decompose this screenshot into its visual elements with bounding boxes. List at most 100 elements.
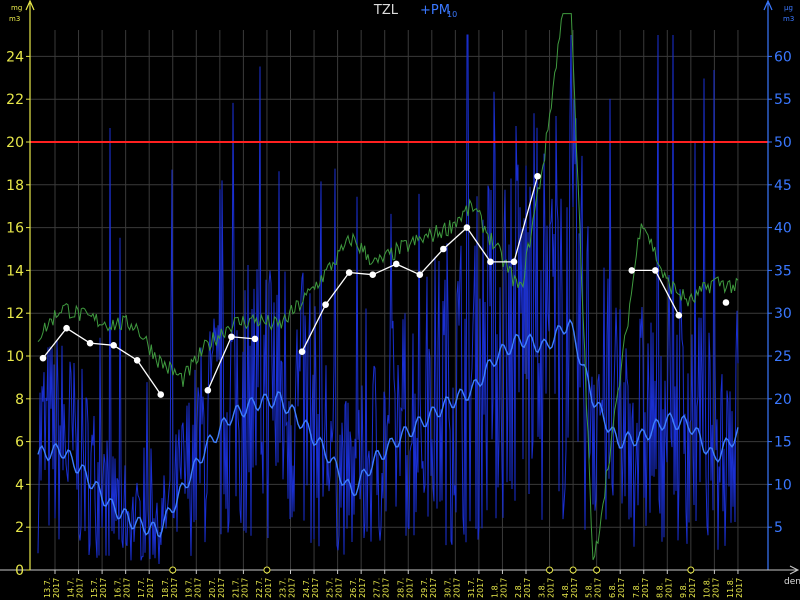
right-tick-label: 5	[774, 520, 783, 536]
x-tick-label: 6.8.	[608, 583, 617, 598]
x-tick-label-year: 2017	[76, 578, 85, 598]
daily-point	[652, 267, 659, 274]
left-tick-label: 14	[6, 263, 24, 279]
x-tick-label: 22.7.	[255, 578, 264, 598]
daily-segment	[301, 304, 327, 353]
x-tick-label-year: 2017	[264, 578, 273, 598]
daily-segment	[136, 359, 162, 395]
left-tick-label: 10	[6, 349, 24, 365]
left-tick-label: 2	[15, 520, 24, 536]
x-tick-label-year: 2017	[99, 578, 108, 598]
x-tick-label: 17.7.	[137, 578, 146, 598]
x-tick-label-year: 2017	[405, 578, 414, 598]
daily-segment	[90, 342, 114, 346]
x-tick-label: 9.8.	[679, 583, 688, 598]
x-tick-label-year: 2017	[664, 578, 673, 598]
right-tick-label: 45	[774, 178, 792, 194]
x-tick-label: 25.7.	[326, 578, 335, 598]
x-tick-label-year: 2017	[476, 578, 485, 598]
daily-point	[39, 354, 47, 362]
x-tick-label-year: 2017	[146, 578, 155, 598]
x-tick-label-year: 2017	[193, 578, 202, 598]
right-tick-label: 15	[774, 435, 792, 451]
daily-point	[369, 271, 377, 278]
x-tick-label: 23.7.	[279, 578, 288, 598]
x-tick-label: 8.8.	[655, 583, 664, 598]
right-tick-label: 40	[774, 221, 792, 237]
daily-point	[298, 348, 306, 356]
daily-segment	[113, 344, 138, 361]
x-tick-label: 5.8.	[585, 583, 594, 598]
x-tick-label: 16.7.	[114, 578, 123, 598]
x-tick-label: 3.8.	[538, 583, 547, 598]
daily-segment	[42, 327, 68, 359]
x-tick-label-year: 2017	[358, 578, 367, 598]
left-unit-top: mg	[11, 4, 22, 12]
x-tick-label: 20.7.	[208, 578, 217, 598]
x-tick-label: 18.7.	[161, 578, 170, 598]
x-tick-label: 21.7.	[231, 578, 240, 598]
x-tick-label: 10.8.	[702, 578, 711, 598]
x-tick-label-year: 2017	[499, 578, 508, 598]
x-tick-label-year: 2017	[123, 578, 132, 598]
daily-segment	[419, 248, 444, 276]
x-tick-label-year: 2017	[311, 578, 320, 598]
left-tick-label: 22	[6, 92, 24, 108]
x-tick-label-year: 2017	[523, 578, 532, 598]
left-tick-label: 12	[6, 306, 24, 322]
daily-segment	[513, 176, 539, 263]
x-tick-label-year: 2017	[617, 578, 626, 598]
right-unit-bottom: m3	[783, 15, 794, 23]
left-tick-label: 0	[15, 563, 24, 579]
x-tick-label-year: 2017	[594, 578, 603, 598]
x-tick-label-year: 2017	[641, 578, 650, 598]
right-tick-label: 25	[774, 349, 792, 365]
daily-point	[133, 356, 141, 364]
x-tick-label-year: 2017	[711, 578, 720, 598]
x-tick-label: 13.7.	[43, 578, 52, 598]
right-tick-label: 20	[774, 392, 792, 408]
x-tick-label: 30.7.	[443, 578, 452, 598]
left-tick-label: 4	[15, 477, 24, 493]
daily-point	[534, 172, 541, 180]
daily-point	[487, 258, 494, 266]
x-tick-label: 26.7.	[349, 578, 358, 598]
x-tick-label-year: 2017	[335, 578, 344, 598]
daily-point	[157, 391, 165, 398]
left-tick-label: 16	[6, 221, 24, 237]
chart-title: TZL	[373, 3, 399, 18]
missing-day-marker	[546, 566, 554, 574]
daily-point	[251, 335, 259, 343]
daily-segment	[442, 227, 468, 250]
x-tick-label-year: 2017	[240, 578, 249, 598]
daily-point	[463, 224, 471, 231]
left-tick-label: 18	[6, 178, 24, 194]
x-tick-label: 19.7.	[184, 578, 193, 598]
x-tick-label: 29.7.	[420, 578, 429, 598]
tzl-hourly-line	[37, 13, 739, 561]
left-tick-label: 20	[6, 135, 24, 151]
right-tick-label: 10	[774, 477, 792, 493]
left-tick-label: 24	[6, 49, 24, 65]
right-tick-label: 55	[774, 92, 792, 108]
daily-point	[510, 258, 518, 266]
daily-segment	[207, 336, 232, 391]
x-tick-label: 28.7.	[396, 578, 405, 598]
pm10-hourly-line	[37, 34, 739, 565]
left-axis-arrow	[25, 0, 35, 11]
daily-point	[204, 386, 212, 394]
daily-point	[228, 333, 235, 341]
daily-point	[628, 267, 636, 274]
daily-segment	[395, 263, 421, 276]
x-tick-label-year: 2017	[570, 578, 579, 598]
daily-segment	[325, 272, 350, 306]
daily-point	[416, 271, 424, 278]
x-tick-label-year: 2017	[547, 578, 556, 598]
tzl-daily-series	[39, 172, 730, 398]
right-unit-top: μg	[784, 4, 793, 12]
daily-point	[392, 260, 400, 268]
x-tick-label-year: 2017	[429, 578, 438, 598]
daily-point	[345, 269, 353, 276]
missing-day-marker	[593, 566, 601, 574]
